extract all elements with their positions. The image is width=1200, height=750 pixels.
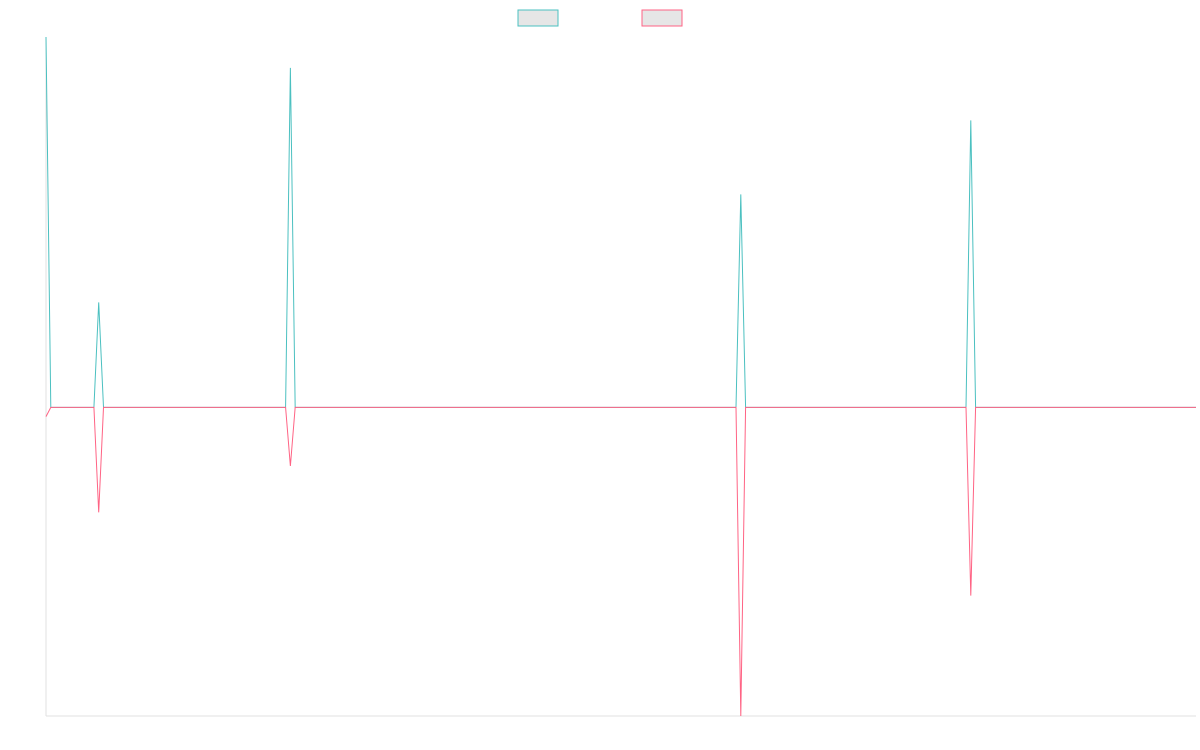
legend[interactable]	[517, 9, 683, 27]
legend-swatch-1[interactable]	[517, 9, 559, 27]
series-line-2	[45, 406, 1196, 717]
series-line-1	[45, 36, 1196, 408]
legend-swatch-2[interactable]	[641, 9, 683, 27]
plot-area	[45, 36, 1196, 717]
axes	[45, 37, 1196, 717]
